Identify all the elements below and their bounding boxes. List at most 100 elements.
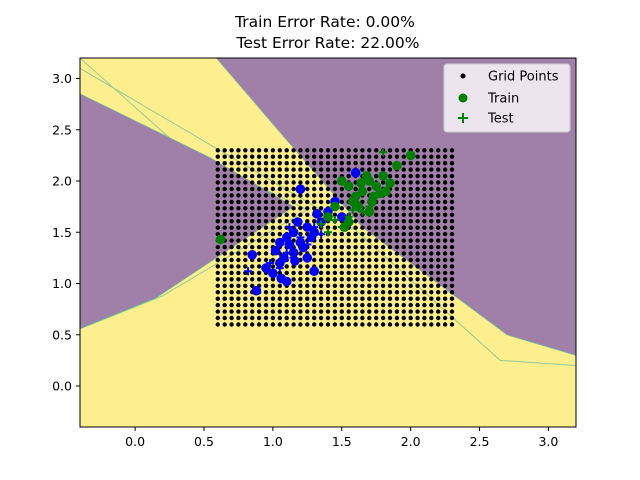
grid-point <box>339 251 344 256</box>
train-point <box>361 171 372 181</box>
grid-point <box>429 238 434 243</box>
plot-frame <box>79 57 577 428</box>
grid-point <box>360 296 365 301</box>
grid-point <box>270 161 276 166</box>
grid-point <box>436 322 441 327</box>
y-tick-label: 2.5 <box>52 122 72 137</box>
grid-point <box>346 193 351 198</box>
grid-point <box>360 219 365 224</box>
grid-point <box>277 154 282 159</box>
grid-point <box>236 264 241 269</box>
train-point <box>275 237 285 248</box>
grid-point <box>415 231 420 237</box>
grid-point <box>318 264 324 269</box>
grid-point <box>270 264 276 269</box>
grid-point <box>263 277 269 282</box>
grid-point <box>415 264 420 269</box>
grid-point <box>449 309 455 314</box>
grid-point <box>339 231 344 237</box>
grid-point <box>449 244 455 250</box>
test-point <box>275 264 284 273</box>
grid-point <box>243 257 248 263</box>
grid-point <box>429 244 434 250</box>
grid-point <box>442 309 448 314</box>
grid-point <box>360 167 365 172</box>
grid-point <box>387 264 393 269</box>
grid-point <box>353 322 358 327</box>
grid-point <box>325 290 331 295</box>
grid-point <box>229 270 234 276</box>
grid-point <box>263 251 269 256</box>
grid-point <box>318 290 324 295</box>
grid-point <box>325 225 331 230</box>
grid-point <box>353 231 358 237</box>
test-point <box>348 205 357 214</box>
grid-point <box>449 277 455 282</box>
grid-point <box>222 161 227 166</box>
grid-point <box>312 161 317 166</box>
grid-point <box>298 296 303 301</box>
grid-point <box>243 251 248 256</box>
grid-point <box>436 283 441 288</box>
grid-point <box>360 244 365 250</box>
grid-point <box>215 154 220 159</box>
grid-point <box>243 167 248 172</box>
grid-point <box>277 199 282 205</box>
grid-point <box>442 251 448 256</box>
grid-point <box>305 148 310 153</box>
grid-point <box>422 225 427 230</box>
grid-point <box>277 302 282 308</box>
test-point <box>379 148 388 157</box>
grid-point <box>380 296 386 301</box>
grid-point <box>422 283 427 288</box>
grid-point <box>298 167 303 172</box>
grid-point <box>312 309 317 314</box>
grid-point <box>215 148 220 153</box>
grid-point <box>429 270 434 276</box>
grid-point <box>229 244 234 250</box>
grid-point <box>332 302 338 308</box>
grid-point <box>236 199 241 205</box>
grid-point <box>215 257 220 263</box>
grid-point <box>353 251 358 256</box>
grid-point <box>449 173 455 179</box>
grid-point <box>305 206 310 211</box>
grid-point <box>442 231 448 237</box>
grid-point <box>387 199 393 205</box>
grid-point <box>263 322 269 327</box>
grid-point <box>236 225 241 230</box>
grid-point <box>408 270 413 276</box>
grid-point <box>436 154 441 159</box>
grid-point <box>394 193 400 198</box>
grid-point <box>318 238 324 243</box>
grid-point <box>236 219 241 224</box>
grid-point <box>442 283 448 288</box>
grid-point <box>422 270 427 276</box>
grid-point <box>387 309 393 314</box>
grid-point <box>256 315 262 321</box>
legend-test-label: Test <box>487 112 514 127</box>
grid-point <box>332 231 338 237</box>
grid-point <box>250 154 255 159</box>
grid-point <box>332 225 338 230</box>
grid-point <box>353 302 358 308</box>
grid-point <box>415 199 420 205</box>
grid-point <box>312 283 317 288</box>
grid-point <box>429 322 434 327</box>
grid-point <box>325 148 331 153</box>
grid-point <box>236 244 241 250</box>
grid-point <box>339 290 344 295</box>
grid-point <box>298 277 303 282</box>
grid-point <box>284 206 289 211</box>
y-tick-label: 1.0 <box>52 276 72 291</box>
grid-point <box>243 225 248 230</box>
grid-point <box>387 270 393 276</box>
grid-point <box>332 212 338 217</box>
grid-point <box>387 290 393 295</box>
grid-point <box>367 238 372 243</box>
grid-point <box>222 186 227 192</box>
grid-point <box>277 219 282 224</box>
grid-point <box>422 244 427 250</box>
grid-point <box>394 277 400 282</box>
grid-point <box>360 251 365 256</box>
